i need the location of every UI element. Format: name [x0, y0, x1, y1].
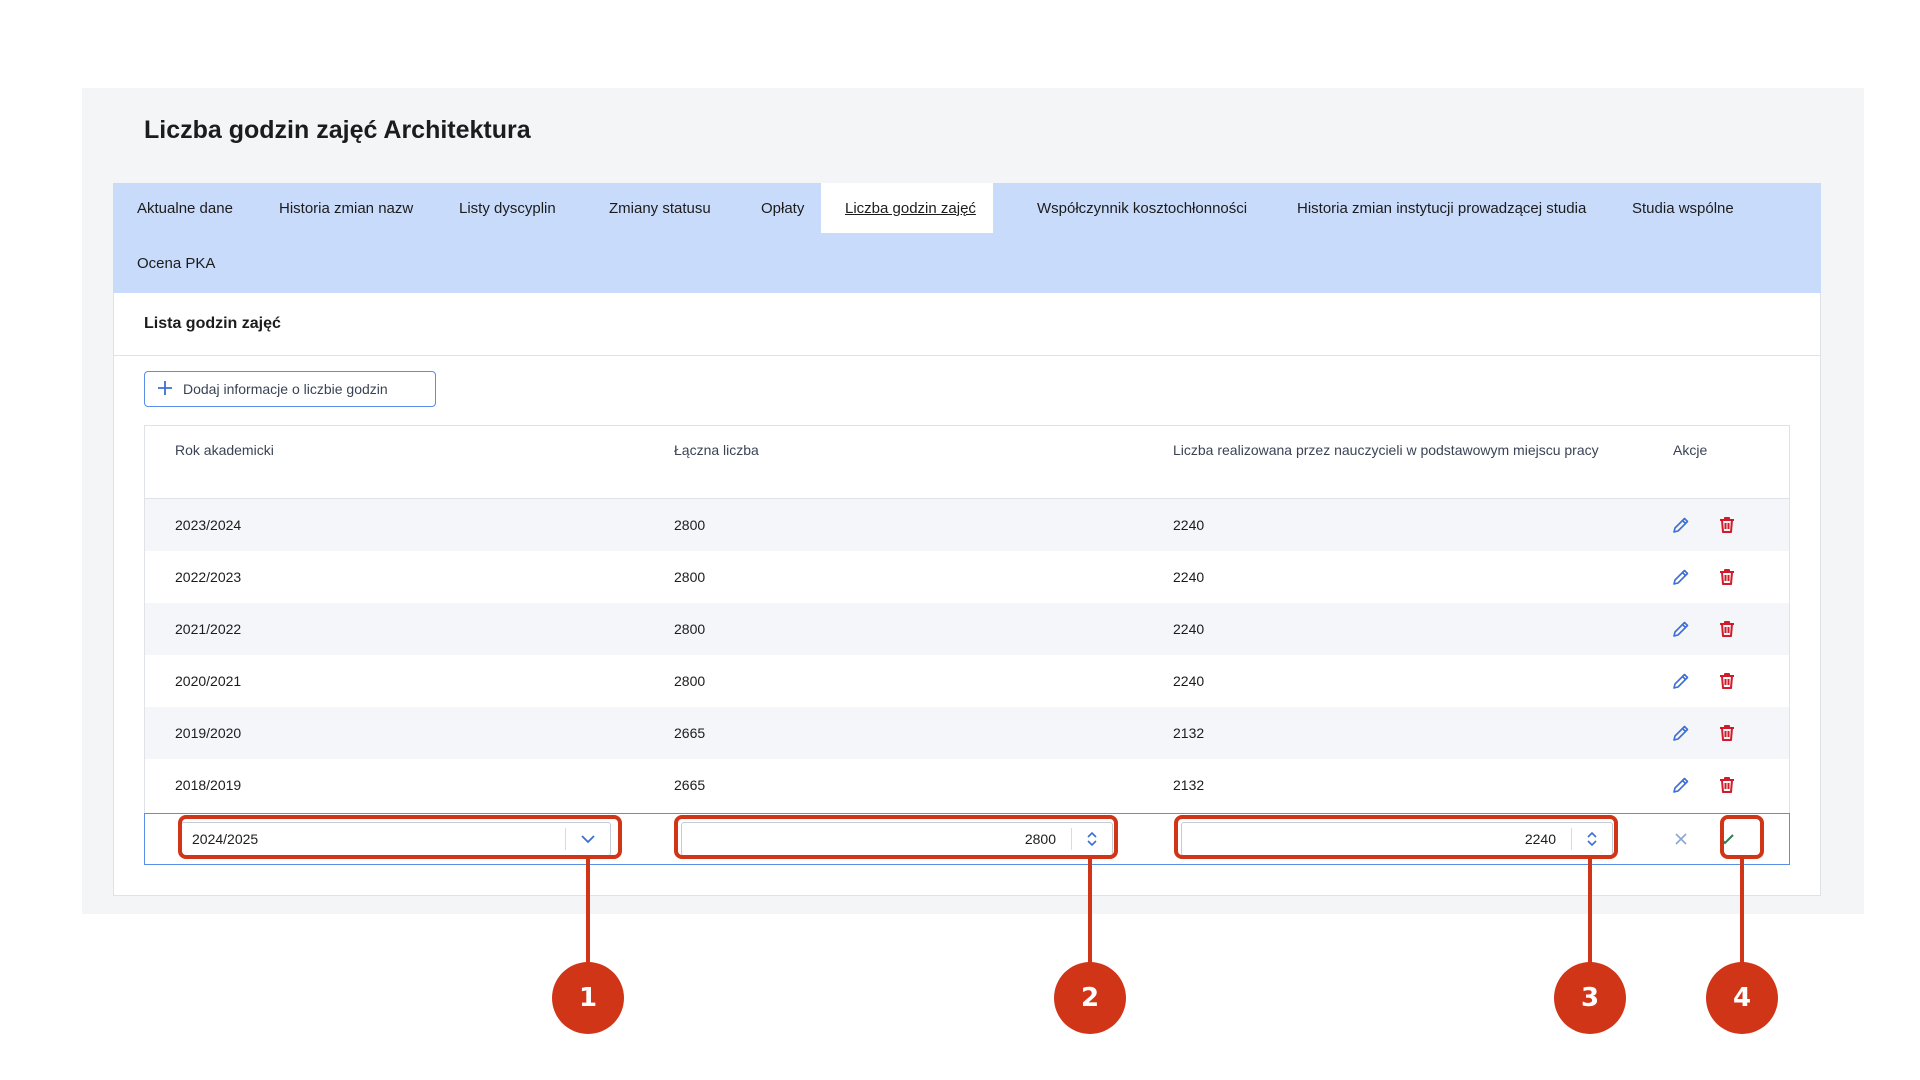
column-header-teachers: Liczba realizowana przez nauczycieli w p…	[1173, 442, 1599, 458]
cell-year: 2020/2021	[175, 673, 242, 689]
cell-total: 2665	[674, 725, 706, 741]
table-row: 2019/2020 2665 2132	[145, 707, 1789, 759]
pencil-icon[interactable]	[1669, 669, 1693, 693]
pencil-icon[interactable]	[1669, 721, 1693, 745]
table-row: 2023/2024 2800 2240	[145, 499, 1789, 551]
tab-oplaty[interactable]: Opłaty	[761, 200, 805, 217]
callout-highlight-year	[178, 815, 622, 859]
callout-badge-4: 4	[1706, 962, 1778, 1034]
cell-total: 2800	[674, 673, 706, 689]
new-entry-row: 2024/2025 2800 2240	[144, 813, 1790, 865]
pencil-icon[interactable]	[1669, 617, 1693, 641]
section-title: Lista godzin zajęć	[144, 315, 281, 332]
tab-studia-wspolne[interactable]: Studia wspólne	[1632, 200, 1734, 217]
tab-wspolczynnik-kosztochlonnosci[interactable]: Współczynnik kosztochłonności	[1037, 200, 1248, 217]
cell-teachers: 2240	[1173, 517, 1205, 533]
cell-teachers: 2132	[1173, 725, 1205, 741]
callout-highlight-confirm	[1720, 815, 1764, 859]
add-hours-button[interactable]: Dodaj informacje o liczbie godzin	[144, 371, 436, 407]
cell-teachers: 2240	[1173, 673, 1205, 689]
academic-year-select[interactable]: 2024/2025	[181, 822, 611, 856]
total-hours-value: 2800	[1024, 831, 1056, 847]
close-icon[interactable]	[1669, 827, 1693, 851]
up-down-arrows-icon[interactable]	[1072, 823, 1112, 855]
callout-highlight-total	[674, 815, 1118, 859]
tab-historia-zmian-nazw[interactable]: Historia zmian nazw	[279, 200, 414, 217]
cell-year: 2019/2020	[175, 725, 242, 741]
academic-year-value: 2024/2025	[192, 831, 259, 847]
cell-total: 2800	[674, 517, 706, 533]
table-header: Rok akademicki Łączna liczba Liczba real…	[145, 426, 1789, 499]
tab-bar: Aktualne dane Historia zmian nazw Listy …	[113, 183, 1821, 293]
cell-year: 2021/2022	[175, 621, 242, 637]
tab-listy-dyscyplin[interactable]: Listy dyscyplin	[459, 200, 556, 217]
trash-icon[interactable]	[1715, 513, 1739, 537]
cell-teachers: 2240	[1173, 621, 1205, 637]
cell-year: 2022/2023	[175, 569, 242, 585]
content-panel: Liczba godzin zajęć Architektura Aktualn…	[82, 88, 1864, 914]
tab-aktualne-dane[interactable]: Aktualne dane	[137, 200, 233, 217]
pencil-icon[interactable]	[1669, 565, 1693, 589]
trash-icon[interactable]	[1715, 669, 1739, 693]
cell-total: 2800	[674, 621, 706, 637]
cell-total: 2665	[674, 777, 706, 793]
column-header-total: Łączna liczba	[674, 442, 759, 458]
callout-badge-2: 2	[1054, 962, 1126, 1034]
plus-icon	[157, 378, 173, 400]
callout-line	[1088, 859, 1092, 963]
pencil-icon[interactable]	[1669, 513, 1693, 537]
table-row: 2018/2019 2665 2132	[145, 759, 1789, 811]
add-hours-button-label: Dodaj informacje o liczbie godzin	[183, 381, 388, 397]
callout-badge-1: 1	[552, 962, 624, 1034]
up-down-arrows-icon[interactable]	[1572, 823, 1612, 855]
callout-line	[586, 859, 590, 963]
pencil-icon[interactable]	[1669, 773, 1693, 797]
tab-liczba-godzin-zajec[interactable]: Liczba godzin zajęć	[821, 183, 993, 233]
section-divider	[114, 355, 1820, 356]
trash-icon[interactable]	[1715, 721, 1739, 745]
tab-historia-zmian-instytucji[interactable]: Historia zmian instytucji prowadzącej st…	[1297, 200, 1587, 217]
table-row: 2020/2021 2800 2240	[145, 655, 1789, 707]
cell-total: 2800	[674, 569, 706, 585]
column-header-year: Rok akademicki	[175, 442, 274, 458]
page-title: Liczba godzin zajęć Architektura	[144, 116, 531, 144]
trash-icon[interactable]	[1715, 617, 1739, 641]
chevron-down-icon[interactable]	[566, 823, 610, 855]
tab-zmiany-statusu[interactable]: Zmiany statusu	[609, 200, 711, 217]
cell-year: 2018/2019	[175, 777, 242, 793]
hours-table: Rok akademicki Łączna liczba Liczba real…	[144, 425, 1790, 865]
callout-badge-3: 3	[1554, 962, 1626, 1034]
callout-line	[1740, 859, 1744, 963]
cell-year: 2023/2024	[175, 517, 242, 533]
callout-highlight-teachers	[1174, 815, 1618, 859]
teachers-hours-value: 2240	[1524, 831, 1556, 847]
total-hours-input[interactable]: 2800	[681, 822, 1113, 856]
cell-teachers: 2132	[1173, 777, 1205, 793]
cell-teachers: 2240	[1173, 569, 1205, 585]
tab-ocena-pka[interactable]: Ocena PKA	[137, 255, 216, 272]
callout-line	[1588, 859, 1592, 963]
hours-card: Lista godzin zajęć Dodaj informacje o li…	[113, 293, 1821, 896]
trash-icon[interactable]	[1715, 773, 1739, 797]
table-row: 2021/2022 2800 2240	[145, 603, 1789, 655]
teachers-hours-input[interactable]: 2240	[1181, 822, 1613, 856]
trash-icon[interactable]	[1715, 565, 1739, 589]
column-header-actions: Akcje	[1673, 442, 1708, 458]
table-row: 2022/2023 2800 2240	[145, 551, 1789, 603]
